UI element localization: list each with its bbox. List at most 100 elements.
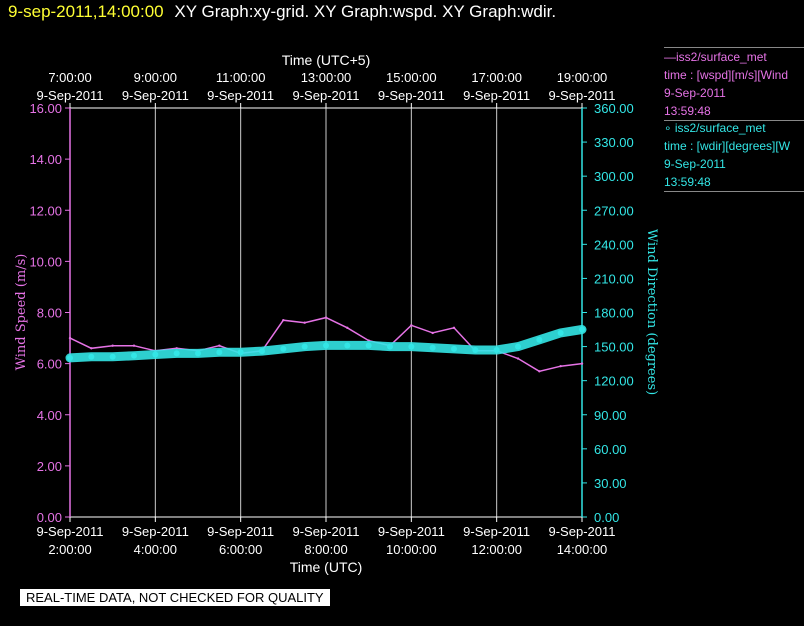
chart-title-bar: 9-sep-2011,14:00:00 XY Graph:xy-grid. XY… <box>8 2 556 22</box>
top-tick-label-time: 9:00:00 <box>134 70 177 85</box>
data-point-wdir <box>323 342 329 349</box>
y2-tick-label: 330.00 <box>594 135 634 150</box>
data-point-wspd <box>324 316 328 319</box>
data-point-wspd <box>90 347 93 350</box>
top-tick-label-date: 9-Sep-2011 <box>549 88 616 103</box>
legend-entry-wdir: ∘ iss2/surface_met time : [wdir][degrees… <box>664 119 804 192</box>
data-point-wspd <box>559 364 562 368</box>
data-point-wspd <box>452 326 456 330</box>
legend-variable: time : [wspd][m/s][Wind <box>664 68 789 82</box>
top-axis-title: Time (UTC+5) <box>282 52 371 68</box>
graph-list-label: XY Graph:xy-grid. XY Graph:wspd. XY Grap… <box>174 2 557 21</box>
y2-tick-label: 90.00 <box>594 408 627 423</box>
top-tick-label-date: 9-Sep-2011 <box>463 88 530 103</box>
x-tick-label-date: 9-Sep-2011 <box>549 524 616 539</box>
timestamp-label: 9-sep-2011,14:00:00 <box>8 2 164 21</box>
x-tick-label-time: 8:00:00 <box>304 542 347 557</box>
x-axis-title: Time (UTC) <box>290 559 363 575</box>
data-point-wspd <box>282 318 285 322</box>
x-tick-label-time: 6:00:00 <box>219 542 262 557</box>
x-tick-label-date: 9-Sep-2011 <box>37 524 104 539</box>
y2-tick-label: 0.00 <box>594 510 619 525</box>
y2-tick-label: 240.00 <box>594 237 634 252</box>
x-tick-label-date: 9-Sep-2011 <box>463 524 530 539</box>
data-point-wdir <box>408 343 415 350</box>
data-point-wdir <box>579 326 585 333</box>
top-tick-label-time: 17:00:00 <box>471 70 522 85</box>
data-point-wspd <box>346 326 349 330</box>
data-point-wdir <box>195 350 201 357</box>
y-tick-label: 2.00 <box>37 459 62 474</box>
x-tick-label-date: 9-Sep-2011 <box>293 524 360 539</box>
top-tick-label-date: 9-Sep-2011 <box>378 88 445 103</box>
data-point-wdir <box>536 336 543 343</box>
y2-tick-label: 120.00 <box>594 374 634 389</box>
data-point-wdir <box>472 346 479 353</box>
top-tick-label-time: 11:00:00 <box>216 70 266 85</box>
data-point-wspd <box>580 362 584 365</box>
y2-tick-label: 300.00 <box>594 169 634 184</box>
y-tick-label: 6.00 <box>37 357 62 372</box>
data-point-wdir <box>173 350 180 357</box>
data-point-wdir <box>259 348 265 355</box>
legend-time: 13:59:48 <box>664 104 711 118</box>
data-point-wdir <box>152 351 159 358</box>
data-point-wspd <box>410 324 413 327</box>
legend-date: 9-Sep-2011 <box>664 86 726 100</box>
x-tick-label-date: 9-Sep-2011 <box>207 524 274 539</box>
y2-tick-label: 210.00 <box>594 271 634 286</box>
y-tick-label: 8.00 <box>37 306 62 321</box>
data-point-wdir <box>365 342 372 349</box>
top-tick-label-date: 9-Sep-2011 <box>293 88 360 103</box>
data-point-wdir <box>237 349 244 356</box>
data-point-wspd <box>538 370 541 373</box>
data-point-wdir <box>451 345 457 352</box>
x-tick-label-time: 14:00:00 <box>557 542 608 557</box>
y2-tick-label: 60.00 <box>594 442 627 457</box>
y-tick-label: 10.00 <box>29 254 62 269</box>
y2-tick-label: 180.00 <box>594 306 634 321</box>
x-tick-label-date: 9-Sep-2011 <box>378 524 445 539</box>
y-tick-label: 14.00 <box>29 152 62 167</box>
data-point-wdir <box>88 353 95 360</box>
data-point-wdir <box>109 353 116 360</box>
legend-variable: time : [wdir][degrees][W <box>664 139 791 153</box>
x-tick-label-time: 2:00:00 <box>48 542 91 557</box>
quality-warning-banner: REAL-TIME DATA, NOT CHECKED FOR QUALITY <box>20 589 330 606</box>
y-tick-label: 4.00 <box>37 408 62 423</box>
y2-axis-title: Wind Direction (degrees) <box>644 229 659 395</box>
data-point-wdir <box>67 354 73 361</box>
data-point-wspd <box>303 321 306 324</box>
y2-tick-label: 270.00 <box>594 203 634 218</box>
data-point-wspd <box>111 344 114 347</box>
top-tick-label-date: 9-Sep-2011 <box>122 88 189 103</box>
data-point-wspd <box>68 336 72 340</box>
y-tick-label: 16.00 <box>29 101 62 116</box>
y2-tick-label: 30.00 <box>594 476 627 491</box>
x-tick-label-time: 12:00:00 <box>471 542 522 557</box>
data-point-wdir <box>515 343 521 350</box>
data-point-wdir <box>216 349 223 356</box>
top-tick-label-time: 13:00:00 <box>301 70 352 85</box>
y-tick-label: 12.00 <box>29 203 62 218</box>
legend-source: —iss2/surface_met <box>664 50 767 64</box>
y2-tick-label: 150.00 <box>594 340 634 355</box>
data-point-wspd <box>132 344 136 347</box>
top-tick-label-time: 19:00:00 <box>557 70 608 85</box>
x-tick-label-time: 10:00:00 <box>386 542 437 557</box>
top-tick-label-time: 7:00:00 <box>48 70 91 85</box>
legend-source: ∘ iss2/surface_met <box>664 121 766 135</box>
top-tick-label-date: 9-Sep-2011 <box>207 88 274 103</box>
legend-time: 13:59:48 <box>664 175 711 189</box>
y-axis-title: Wind Speed (m/s) <box>14 254 29 371</box>
data-point-wdir <box>344 342 351 349</box>
data-point-wspd <box>516 357 520 360</box>
data-point-wdir <box>387 343 393 350</box>
data-point-wspd <box>175 347 178 350</box>
data-point-wdir <box>131 352 137 359</box>
top-tick-label-date: 9-Sep-2011 <box>37 88 104 103</box>
data-point-wdir <box>493 346 500 353</box>
data-point-wspd <box>431 331 434 335</box>
data-point-wspd <box>218 344 221 347</box>
